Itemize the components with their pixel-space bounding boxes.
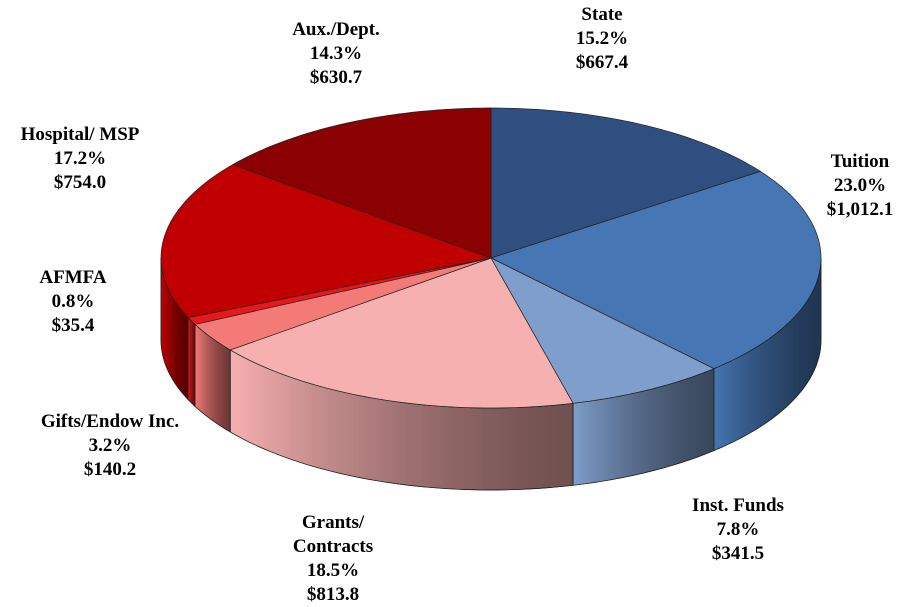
slice-label: State 15.2% $667.4 — [522, 3, 682, 75]
label-name: Hospital/ MSP — [20, 124, 140, 145]
slice — [231, 107, 492, 259]
slice — [194, 257, 492, 351]
slice — [160, 164, 493, 318]
label-name: Gifts/Endow Inc. — [40, 411, 180, 432]
label-amount: $667.4 — [575, 52, 629, 73]
label-percent: 15.2% — [575, 28, 629, 49]
label-percent: 14.3% — [309, 43, 363, 64]
slice-label: Inst. Funds 7.8% $341.5 — [668, 494, 808, 566]
slice — [187, 257, 492, 325]
slice-side-shade — [187, 316, 196, 408]
slice-label: Gifts/Endow Inc. 3.2% $140.2 — [5, 410, 215, 482]
label-amount: $1,012.1 — [826, 199, 894, 220]
slice-label: Tuition 23.0% $1,012.1 — [790, 150, 902, 222]
label-name: Inst. Funds — [692, 495, 784, 516]
slice — [229, 257, 574, 409]
label-name: Tuition — [830, 151, 890, 172]
label-amount: $813.8 — [306, 584, 360, 605]
label-percent: 0.8% — [51, 291, 95, 312]
label-name: State — [581, 4, 623, 25]
slice — [490, 107, 762, 259]
label-amount: $140.2 — [83, 459, 137, 480]
label-name: Grants/ Contracts — [292, 512, 374, 557]
label-amount: $630.7 — [309, 67, 363, 88]
label-percent: 3.2% — [88, 435, 132, 456]
label-amount: $341.5 — [711, 543, 765, 564]
label-amount: $35.4 — [51, 315, 95, 336]
label-amount: $754.0 — [53, 172, 107, 193]
slice-label: Aux./Dept. 14.3% $630.7 — [256, 18, 416, 90]
slice — [490, 170, 822, 370]
slice — [490, 257, 715, 404]
slice-label: Hospital/ MSP 17.2% $754.0 — [0, 123, 180, 195]
label-percent: 7.8% — [716, 519, 760, 540]
label-name: Aux./Dept. — [292, 19, 380, 40]
label-percent: 18.5% — [306, 560, 360, 581]
slice-label: AFMFA 0.8% $35.4 — [23, 266, 123, 338]
label-percent: 17.2% — [53, 148, 107, 169]
label-name: AFMFA — [39, 267, 107, 288]
slice-label: Grants/ Contracts 18.5% $813.8 — [278, 511, 388, 607]
label-percent: 23.0% — [833, 175, 887, 196]
